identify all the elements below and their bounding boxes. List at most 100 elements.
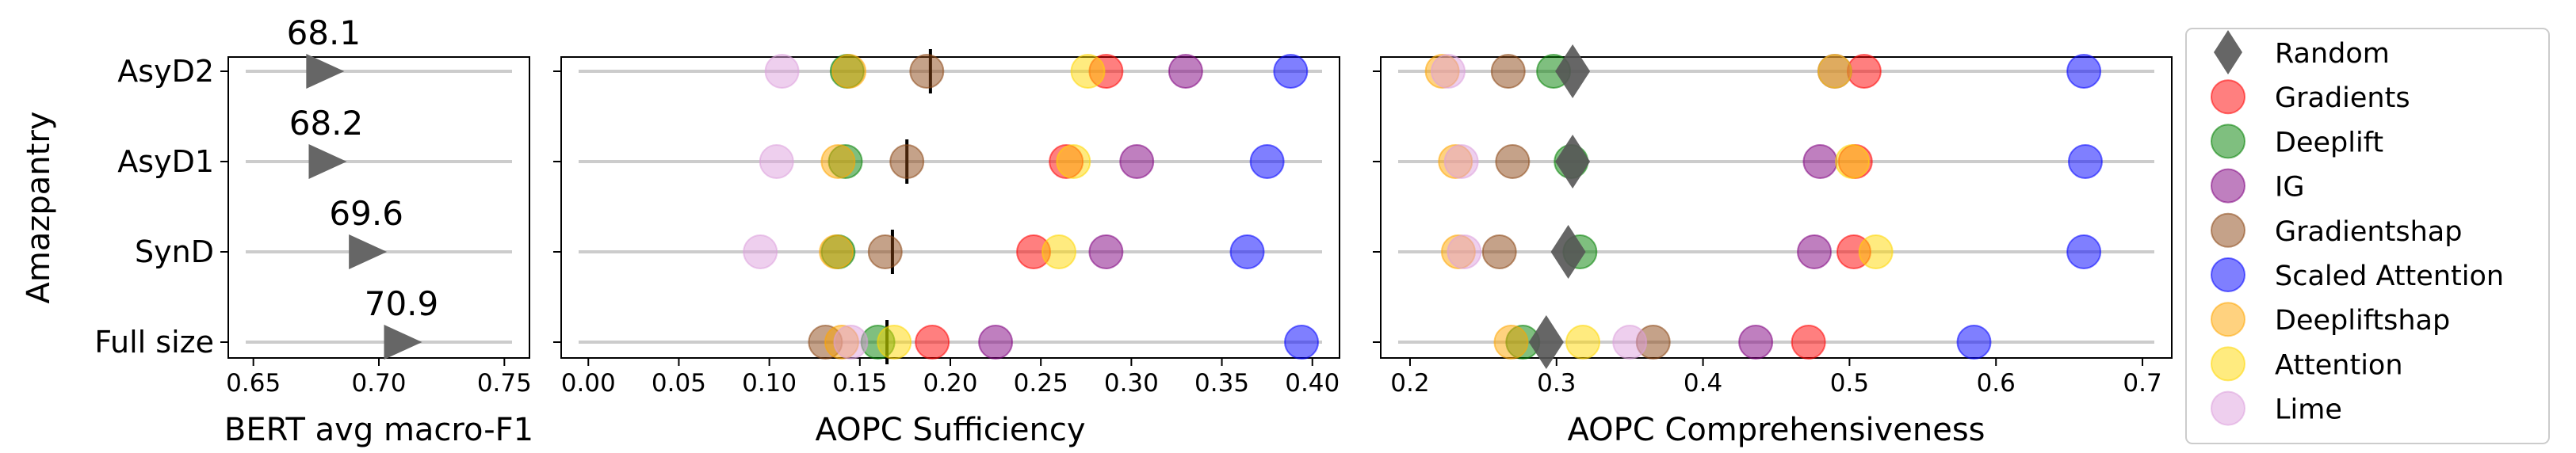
legend-label: Gradientshap <box>2275 216 2462 248</box>
panel-3: 0.2 0.3 0.4 0.5 0.6 0.7 AOPC Comprehensiveness <box>1373 44 2173 448</box>
point-ig <box>1168 54 1203 89</box>
legend-label: Gradients <box>2275 82 2410 114</box>
point-deepliftshap <box>819 234 854 269</box>
data-label: 68.2 <box>289 104 364 143</box>
x-tick-label: 0.4 <box>1684 369 1722 398</box>
point-gradientshap <box>889 144 925 179</box>
point-scaled-attention <box>1956 325 1992 360</box>
legend-frame <box>2185 28 2550 444</box>
legend: Random Gradients Deeplift IG Gradientshap Sca… <box>2185 28 2550 444</box>
legend-label: Lime <box>2275 394 2342 426</box>
category-label: Full size <box>94 325 214 360</box>
point-gradientshap <box>1495 144 1531 179</box>
point-ig <box>1802 144 1838 179</box>
point-scaled-attention <box>1273 54 1309 89</box>
panel-1: 0.65 0.70 0.75 BERT avg macro-F1 AsyD2 AsyD1 S… <box>94 13 533 448</box>
point-random <box>1555 44 1591 98</box>
legend-label: Random <box>2275 38 2390 70</box>
point-random <box>1528 315 1564 369</box>
x-tick-label: 0.6 <box>1977 369 2016 398</box>
x-tick-label: 0.3 <box>1537 369 1576 398</box>
panel-frame <box>1380 56 2173 359</box>
legend-marker <box>2214 30 2242 74</box>
category-label: AsyD2 <box>117 54 214 89</box>
point-lime <box>759 144 794 179</box>
data-label: 69.6 <box>329 194 403 233</box>
x-tick-label: 0.15 <box>832 369 887 398</box>
legend-marker <box>2211 346 2245 382</box>
point-gradients <box>1791 325 1826 360</box>
point-gradients <box>1846 54 1882 89</box>
point-deepliftshap <box>820 144 856 179</box>
point-attention <box>877 325 912 360</box>
legend-marker <box>2211 79 2245 115</box>
category-label: SynD <box>135 234 214 269</box>
x-tick-label: 0.20 <box>923 369 977 398</box>
legend-label: Attention <box>2275 349 2403 381</box>
legend-label: Scaled Attention <box>2275 261 2504 292</box>
data-label: 70.9 <box>365 284 439 323</box>
legend-marker <box>2211 124 2245 159</box>
point-lime <box>1431 54 1466 89</box>
point-ig <box>1088 234 1124 269</box>
point-gradientshap <box>867 234 903 269</box>
point-attention <box>1817 54 1852 89</box>
f1-marker <box>306 54 345 89</box>
f1-marker <box>384 325 422 360</box>
legend-marker <box>2211 302 2245 337</box>
point-scaled-attention <box>1249 144 1285 179</box>
point-lime <box>743 234 778 269</box>
point-attention <box>1858 234 1894 269</box>
point-lime <box>764 54 800 89</box>
point-lime <box>833 325 869 360</box>
point-scaled-attention <box>2066 234 2102 269</box>
legend-marker <box>2211 212 2245 248</box>
point-deepliftshap <box>1493 325 1529 360</box>
point-scaled-attention <box>2067 144 2103 179</box>
point-attention <box>1835 144 1871 179</box>
point-scaled-attention <box>1284 325 1320 360</box>
x-tick-label: 0.35 <box>1194 369 1249 398</box>
x-tick-label: 0.40 <box>1285 369 1340 398</box>
y-axis-label: Amazpantry <box>21 112 57 304</box>
legend-marker <box>2211 390 2245 426</box>
legend-label: Deeplift <box>2275 127 2383 158</box>
point-ig <box>1797 234 1833 269</box>
point-random <box>1550 225 1586 279</box>
f1-marker <box>349 234 388 269</box>
x-tick-label: 0.10 <box>742 369 797 398</box>
panel-frame <box>560 56 1340 359</box>
point-attention <box>1056 144 1091 179</box>
point-gradientshap <box>909 54 945 89</box>
x-tick-label: 0.2 <box>1390 369 1429 398</box>
point-deepliftshap <box>831 54 867 89</box>
x-tick-label: 0.00 <box>561 369 616 398</box>
x-tick-label: 0.65 <box>226 369 281 398</box>
category-label: AsyD1 <box>117 144 214 179</box>
x-tick-label: 0.5 <box>1830 369 1869 398</box>
legend-label: Deepliftshap <box>2275 305 2450 337</box>
point-lime <box>1447 234 1482 269</box>
point-attention <box>1070 54 1106 89</box>
point-ig <box>1119 144 1155 179</box>
point-ig <box>1738 325 1774 360</box>
point-attention <box>1041 234 1077 269</box>
f1-marker <box>308 144 347 179</box>
x-axis-label: AOPC Comprehensiveness <box>1567 412 1985 448</box>
legend-marker <box>2211 168 2245 204</box>
point-attention <box>1565 325 1601 360</box>
point-scaled-attention <box>1229 234 1265 269</box>
point-gradients <box>915 325 950 360</box>
x-tick-label: 0.70 <box>351 369 406 398</box>
legend-marker <box>2211 257 2245 292</box>
point-gradientshap <box>1481 234 1517 269</box>
x-axis-label: AOPC Sufficiency <box>815 412 1085 448</box>
point-gradientshap <box>1490 54 1526 89</box>
point-lime <box>1612 325 1648 360</box>
panel-2: 0.00 0.05 0.10 0.15 0.20 0.25 0.30 0.35 0.40 AOPC… <box>553 49 1340 448</box>
x-tick-label: 0.7 <box>2123 369 2161 398</box>
legend-label: IG <box>2275 172 2304 204</box>
point-lime <box>1443 144 1479 179</box>
x-tick-label: 0.25 <box>1014 369 1068 398</box>
